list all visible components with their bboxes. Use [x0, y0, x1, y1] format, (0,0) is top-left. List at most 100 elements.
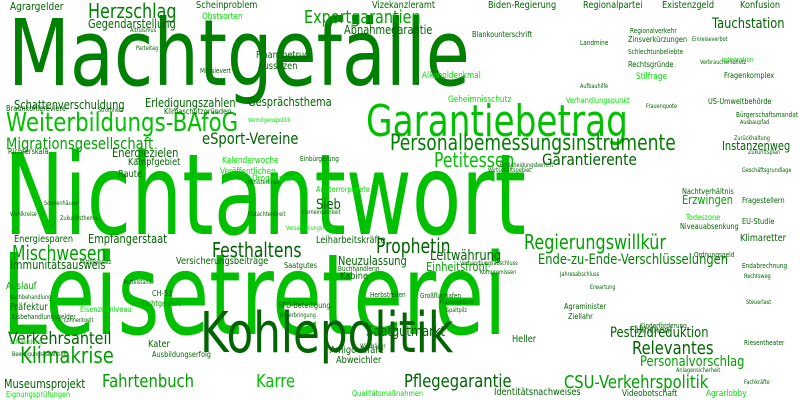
cloud-word: Altruismus	[130, 27, 157, 34]
cloud-word: Vizekanzleramt	[372, 0, 436, 11]
cloud-word: Erledigungszahlen	[145, 96, 236, 110]
cloud-word: Garantierente	[542, 150, 637, 169]
cloud-word: Versammlungsrecht	[286, 225, 336, 232]
cloud-word: Jahresabschluss	[560, 271, 600, 278]
cloud-word: Veröffentlichen	[220, 167, 276, 177]
cloud-word: Mittelstand	[124, 279, 152, 286]
cloud-word: Lichtgestalt	[142, 299, 181, 308]
cloud-word: Kalenderwoche	[222, 156, 279, 166]
cloud-word: Entscheidungsbericht	[500, 162, 554, 169]
cloud-word: Kampfgebiet	[128, 157, 181, 168]
cloud-word: Parteitag	[136, 45, 159, 52]
cloud-word: Saatgutmarkt	[366, 324, 446, 340]
cloud-word: Kinderförderung	[640, 322, 687, 330]
cloud-word: Weiterbildungs-BAföG	[6, 108, 239, 138]
cloud-word: Planungsbüro	[440, 299, 474, 306]
cloud-word: Machtgefälle	[8, 0, 470, 107]
cloud-word: Endabrechnung	[742, 262, 788, 270]
cloud-word: Leitwährung	[430, 248, 502, 264]
cloud-word: Nachtverhältnis	[682, 187, 734, 196]
cloud-word: Fachkräfte	[744, 379, 770, 386]
cloud-word: Energiezielen	[112, 146, 179, 160]
cloud-word: Spaltpilz	[446, 307, 467, 314]
cloud-word: Ordnungsgeld	[694, 251, 735, 259]
cloud-word: Schlechtunbeliebte	[628, 48, 684, 56]
cloud-word: Immunitätsausweis	[10, 258, 106, 272]
cloud-word: Existenzgeld	[662, 0, 715, 11]
cloud-word: Rechtsweg	[744, 273, 771, 280]
cloud-word: Einreiseverbot	[692, 36, 728, 43]
cloud-word: Agraminister	[564, 302, 607, 311]
cloud-word: Museumsprojekt	[4, 377, 86, 391]
cloud-word: Gegendarstellung	[88, 17, 176, 31]
cloud-word: Wirtschaftsgebiet	[488, 167, 532, 174]
cloud-word: Energiesparen	[14, 234, 74, 245]
cloud-word: Prophetin	[376, 234, 451, 258]
cloud-word: Erwartung	[590, 284, 616, 291]
cloud-word: Versicherungsbeiträge	[176, 256, 269, 267]
cloud-word: Agrargelder	[10, 0, 64, 13]
cloud-word: Pflegegarantie	[404, 371, 512, 392]
cloud-word: SPD-Beteiligung	[278, 301, 331, 310]
cloud-word: Gemeinsamkeit	[302, 209, 341, 216]
cloud-word: Antiterrorpakete	[316, 185, 370, 194]
cloud-word: Regierungswillkür	[524, 230, 666, 254]
cloud-word: Herzschlag	[88, 0, 177, 23]
cloud-word: Nichtantwort	[4, 131, 526, 261]
cloud-word: Karre	[256, 371, 296, 392]
cloud-word: Klimaschutzgründen	[164, 107, 232, 116]
cloud-word: Scheinproblem	[196, 0, 258, 11]
cloud-word: Auslauf	[6, 281, 37, 292]
cloud-word: Kabine	[340, 271, 368, 282]
cloud-word: Mitteleinsatz	[80, 259, 112, 266]
cloud-word: Empfängerstaat	[88, 232, 168, 246]
cloud-word: Erzwingen	[682, 193, 733, 207]
cloud-word: Tauchstation	[712, 16, 785, 32]
cloud-word: Sieb	[316, 197, 341, 213]
cloud-word: Eisenzeitniveau	[80, 305, 132, 314]
cloud-word: Ausbildungserfolg	[152, 350, 211, 359]
cloud-word: Lohnentgelt	[64, 317, 94, 324]
cloud-word: Braunkohlereviere	[6, 104, 67, 113]
cloud-word: Regionalverkehr	[630, 27, 677, 35]
cloud-word: Mischwesen	[12, 241, 107, 265]
cloud-word: EU-Studie	[742, 217, 775, 226]
cloud-word: Abweichler	[336, 355, 382, 366]
cloud-word: Buchhändlerin	[338, 265, 380, 273]
cloud-word: Leiharbeitskräfte	[316, 235, 386, 246]
cloud-word: Identitätsnachweises	[494, 387, 581, 398]
cloud-word: Agrarlobby	[706, 389, 747, 399]
cloud-word: Drogenmarkt	[252, 174, 301, 184]
cloud-word: Festhaltens	[212, 238, 302, 262]
cloud-word: Frauenquote	[646, 103, 677, 110]
cloud-word: Stilfrage	[636, 72, 668, 82]
cloud-word: Zinsverkürzungen	[628, 35, 688, 44]
cloud-word: Kater	[148, 339, 170, 350]
cloud-word: Aussitzen	[258, 61, 298, 72]
cloud-word: Personalvorschlag	[640, 354, 745, 370]
cloud-word: Leisetreterei	[2, 231, 507, 361]
cloud-word: Gesprächsthema	[248, 95, 332, 109]
cloud-word: Heller	[512, 334, 537, 345]
cloud-word: Finanzbetrug	[256, 50, 310, 61]
cloud-word: Pestizidreduktion	[610, 325, 709, 341]
cloud-word: Gutachterstreit	[248, 211, 286, 218]
cloud-word: Alkoholdenkmal	[422, 71, 481, 81]
cloud-word: Geheimnisschutz	[448, 95, 512, 105]
cloud-word: Fragestellern	[742, 196, 785, 205]
cloud-word: Garantiebetrag	[366, 96, 628, 147]
cloud-word: Wahlkreise	[10, 211, 37, 218]
cloud-word: Millisievert	[200, 67, 231, 75]
cloud-word: Ausbaupfad	[740, 119, 770, 126]
cloud-word: Schattenverschuldung	[14, 98, 125, 112]
cloud-word: Bürgerschaftsmandat	[736, 111, 798, 119]
cloud-word: Schulbildung	[10, 339, 42, 346]
cloud-word: Petitessen	[434, 148, 515, 172]
cloud-word: Neuzulassung	[338, 254, 407, 268]
cloud-word: Rechtsgründe	[628, 60, 674, 69]
cloud-word: Ziellahr	[568, 312, 593, 321]
cloud-word: Einheitsfront	[426, 260, 489, 274]
cloud-word: Konfusion	[740, 0, 781, 11]
cloud-word: Fahrtenbuch	[102, 371, 195, 392]
cloud-word: Einbürgerung	[300, 155, 339, 163]
